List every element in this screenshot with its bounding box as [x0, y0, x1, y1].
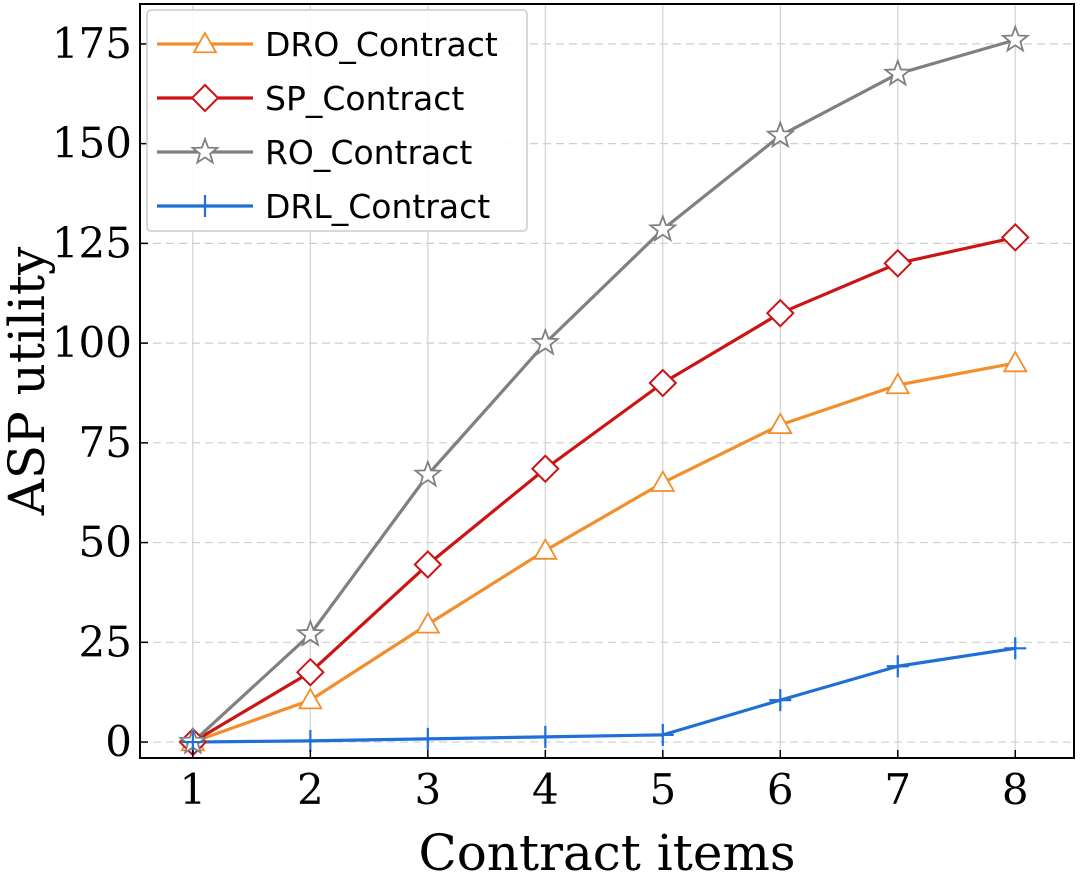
series-line — [192, 646, 1016, 744]
data-point — [295, 618, 326, 647]
x-axis-label: Contract items — [418, 824, 795, 882]
legend-marker — [192, 31, 218, 54]
data-point — [1002, 350, 1028, 373]
legend-marker — [190, 136, 220, 165]
series-drl-contract — [192, 646, 1016, 744]
legend-box — [146, 9, 528, 232]
data-point — [295, 657, 325, 687]
markers-dro-contract — [180, 350, 1028, 752]
legend-label: RO_Contract — [265, 133, 472, 172]
data-point — [181, 731, 204, 754]
data-point — [651, 723, 674, 746]
series-line — [191, 38, 1016, 744]
y-tick-label: 50 — [79, 518, 132, 567]
data-point — [530, 327, 561, 356]
data-point — [883, 248, 913, 278]
data-point — [767, 412, 793, 435]
y-tick-label: 0 — [105, 717, 132, 766]
data-point — [1004, 637, 1027, 660]
series-sp-contract — [192, 235, 1016, 744]
legend-entry: RO_Contract — [157, 133, 472, 172]
y-tick-label: 100 — [52, 318, 132, 367]
y-tick-label: 125 — [52, 218, 132, 267]
y-tick-label: 25 — [79, 617, 132, 666]
data-point — [648, 368, 678, 398]
y-tick-label: 75 — [79, 418, 132, 467]
data-point — [532, 537, 558, 560]
data-point — [534, 725, 557, 748]
data-point — [413, 550, 443, 579]
series-dro-contract — [192, 361, 1016, 744]
markers-drl-contract — [181, 637, 1027, 754]
data-point — [647, 213, 678, 243]
y-tick-label: 175 — [52, 19, 132, 68]
data-point — [416, 727, 439, 750]
data-point — [882, 58, 913, 87]
x-tick-label: 4 — [532, 765, 559, 814]
data-point — [412, 459, 443, 488]
legend: DRO_Contract SP_Contract RO_Contract DRL_Co… — [146, 9, 528, 232]
legend-entry: DRL_Contract — [157, 187, 490, 226]
legend-label: SP_Contract — [265, 79, 464, 118]
data-point — [1000, 222, 1030, 252]
series-line — [192, 235, 1016, 744]
data-point — [650, 469, 676, 492]
legend-label: DRO_Contract — [265, 25, 498, 64]
x-tick-label: 1 — [180, 765, 207, 814]
data-point — [769, 689, 792, 712]
x-tick-label: 2 — [297, 765, 324, 814]
legend-entry: DRO_Contract — [157, 25, 498, 64]
markers-sp-contract — [178, 222, 1030, 757]
data-point — [299, 729, 322, 752]
data-point — [885, 372, 911, 395]
legend-entry: SP_Contract — [157, 79, 464, 118]
y-axis-label: ASP utility — [0, 246, 56, 516]
ticks-layer: 1 2 3 4 5 6 7 8 0 25 50 75 100 125 150 175 — [52, 19, 1029, 814]
series-line — [192, 361, 1016, 744]
x-tick-label: 7 — [884, 765, 911, 814]
data-point — [297, 687, 323, 710]
data-point — [1000, 24, 1031, 53]
data-point — [886, 655, 909, 678]
x-tick-label: 3 — [414, 765, 441, 814]
legend-marker — [194, 195, 216, 217]
legend-marker — [190, 83, 220, 113]
data-point — [765, 120, 796, 149]
x-tick-label: 6 — [767, 765, 794, 814]
data-point — [530, 454, 560, 484]
x-tick-label: 5 — [649, 765, 676, 814]
legend-label: DRL_Contract — [265, 187, 490, 226]
x-tick-label: 8 — [1002, 765, 1029, 814]
y-tick-label: 150 — [52, 119, 132, 168]
plot-frame — [139, 3, 1075, 759]
data-point — [415, 611, 441, 634]
data-point — [765, 298, 795, 328]
series-ro-contract — [191, 38, 1016, 744]
series-layer — [178, 24, 1031, 757]
